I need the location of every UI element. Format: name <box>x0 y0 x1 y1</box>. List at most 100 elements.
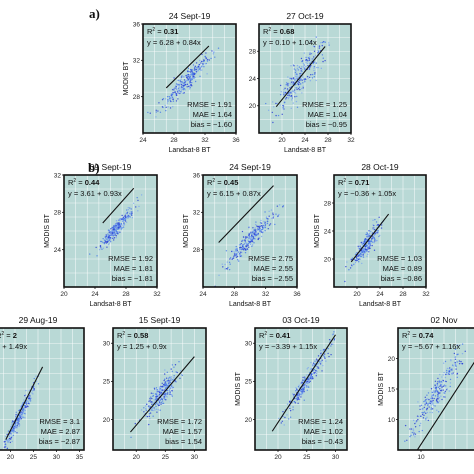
data-point <box>319 363 322 365</box>
data-point <box>14 424 17 426</box>
data-point <box>271 111 274 114</box>
data-point <box>135 206 137 208</box>
y-tick-label: 30 <box>245 341 253 348</box>
regression-line <box>218 185 274 243</box>
data-point <box>6 447 9 450</box>
regression-line <box>5 366 44 440</box>
data-point <box>446 371 448 374</box>
data-point <box>16 432 18 434</box>
data-point <box>15 416 17 418</box>
data-point <box>31 390 34 392</box>
y-axis-label: MODIS BT <box>235 371 242 406</box>
data-point <box>102 237 104 240</box>
data-point <box>312 369 315 372</box>
data-point <box>29 400 32 402</box>
data-point <box>180 76 183 78</box>
data-point <box>0 454 1 455</box>
data-point <box>305 382 307 384</box>
x-axis-label: Landsat-8 BT <box>168 147 211 154</box>
data-point <box>297 81 299 83</box>
data-point <box>170 96 172 99</box>
data-point <box>158 387 161 389</box>
data-point <box>288 96 290 99</box>
data-point <box>158 102 160 104</box>
data-point <box>299 393 302 396</box>
data-point <box>250 237 252 240</box>
data-point <box>429 411 431 414</box>
data-point <box>115 235 117 237</box>
data-point <box>430 395 433 398</box>
y-tick-label: 10 <box>388 417 396 424</box>
data-point <box>191 81 193 84</box>
data-point <box>258 237 260 239</box>
data-point <box>425 419 427 421</box>
data-point <box>248 236 251 239</box>
data-point <box>248 246 250 248</box>
data-point <box>149 412 152 414</box>
data-point <box>365 233 367 236</box>
data-point <box>317 362 319 365</box>
data-point <box>419 422 422 425</box>
data-point <box>310 372 313 375</box>
data-point <box>427 404 429 407</box>
data-point <box>366 250 368 252</box>
data-point <box>256 225 258 227</box>
data-point <box>276 215 279 218</box>
data-point <box>294 71 297 74</box>
data-point <box>181 374 184 377</box>
data-point <box>373 241 375 244</box>
data-point <box>207 58 209 61</box>
data-point <box>362 249 364 251</box>
regression-equation: y = 3.61 + 0.93x <box>68 189 122 198</box>
data-point <box>178 80 181 82</box>
data-point <box>179 92 181 95</box>
data-point <box>421 411 423 414</box>
x-tick-label: 35 <box>76 454 84 461</box>
data-point <box>236 249 238 251</box>
data-point <box>165 109 167 112</box>
data-point <box>356 257 358 260</box>
x-tick-label: 24 <box>376 291 384 298</box>
data-point <box>301 389 303 392</box>
data-point <box>149 112 151 114</box>
data-point <box>297 69 299 71</box>
data-point <box>255 233 258 236</box>
data-point <box>282 205 285 207</box>
data-point <box>309 53 311 55</box>
data-point <box>298 86 301 88</box>
data-point <box>456 372 459 375</box>
data-point <box>321 44 323 47</box>
data-point <box>306 59 308 62</box>
data-point <box>444 360 447 363</box>
data-point <box>211 50 213 52</box>
data-point <box>148 413 151 415</box>
data-point <box>306 374 308 376</box>
data-point <box>312 62 314 65</box>
data-point <box>422 408 424 410</box>
regression-equation: 4 + 1.49x <box>0 342 27 351</box>
data-point <box>23 404 26 407</box>
data-point <box>457 353 459 355</box>
mae-label: MAE = 1.02 <box>304 427 343 436</box>
data-point <box>328 355 330 358</box>
data-point <box>433 397 435 400</box>
data-point <box>191 69 194 71</box>
data-point <box>287 97 290 100</box>
data-point <box>193 77 196 79</box>
data-point <box>188 70 190 73</box>
data-point <box>102 247 105 249</box>
data-point <box>7 430 10 432</box>
regression-line <box>350 213 390 263</box>
data-point <box>301 66 303 68</box>
data-point <box>158 393 161 396</box>
data-point <box>8 435 11 438</box>
data-point <box>262 227 264 230</box>
data-point <box>114 223 116 226</box>
x-tick-label: 30 <box>53 454 61 461</box>
data-point <box>272 212 274 214</box>
data-point <box>208 59 211 61</box>
data-point <box>458 362 461 365</box>
bias-label: bias = −0.43 <box>302 437 343 446</box>
data-point <box>427 403 429 405</box>
